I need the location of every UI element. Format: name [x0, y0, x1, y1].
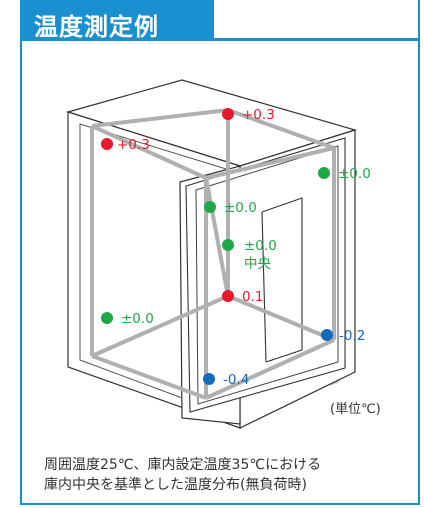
measurement-point-2: +0.3: [101, 137, 150, 153]
door-inner: [195, 145, 339, 405]
measurement-point-center: ±0.0 中央: [222, 238, 277, 272]
point-value: +0.3: [117, 137, 150, 153]
point-marker-green: [318, 167, 330, 179]
handle-edge: [261, 211, 267, 363]
measurement-point-9: -0.4: [203, 372, 249, 388]
point-value: ±0.0: [338, 166, 371, 182]
point-value: ±0.0: [244, 238, 277, 254]
door-handle: [261, 197, 303, 363]
measurement-point-1: +0.3: [222, 107, 275, 123]
measurement-point-7: ±0.0: [101, 311, 154, 327]
point-marker-blue: [321, 329, 333, 341]
point-center-label: 中央: [244, 256, 271, 272]
measurement-point-8: -0.2: [321, 328, 365, 344]
point-marker-red: [222, 108, 234, 120]
point-marker-red: [101, 138, 113, 150]
unit-label: (単位℃): [330, 402, 381, 417]
door-panel: [185, 137, 346, 413]
header-rule: [20, 38, 420, 41]
measurement-point-6: 0.1: [222, 289, 263, 305]
interior-frame: [90, 107, 336, 400]
point-marker-green: [101, 312, 113, 324]
point-marker-green: [204, 201, 216, 213]
caption: 周囲温度25℃、庫内設定温度35℃における 庫内中央を基準とした温度分布(無負荷…: [44, 455, 321, 495]
page-title: 温度測定例: [34, 13, 159, 41]
caption-line-2: 庫内中央を基準とした温度分布(無負荷時): [44, 477, 307, 493]
point-value: -0.4: [223, 372, 249, 388]
point-value: ±0.0: [224, 200, 257, 216]
measurement-point-3: ±0.0: [318, 166, 371, 182]
point-value: 0.1: [242, 289, 263, 305]
measurement-point-4: ±0.0: [204, 200, 257, 216]
point-marker-green: [222, 239, 234, 251]
point-value: ±0.0: [121, 311, 154, 327]
point-value: +0.3: [242, 107, 275, 123]
point-marker-blue: [203, 373, 215, 385]
caption-line-1: 周囲温度25℃、庫内設定温度35℃における: [44, 457, 322, 473]
title-tab: [20, 0, 214, 41]
point-value: -0.2: [339, 328, 365, 344]
point-marker-red: [222, 290, 234, 302]
